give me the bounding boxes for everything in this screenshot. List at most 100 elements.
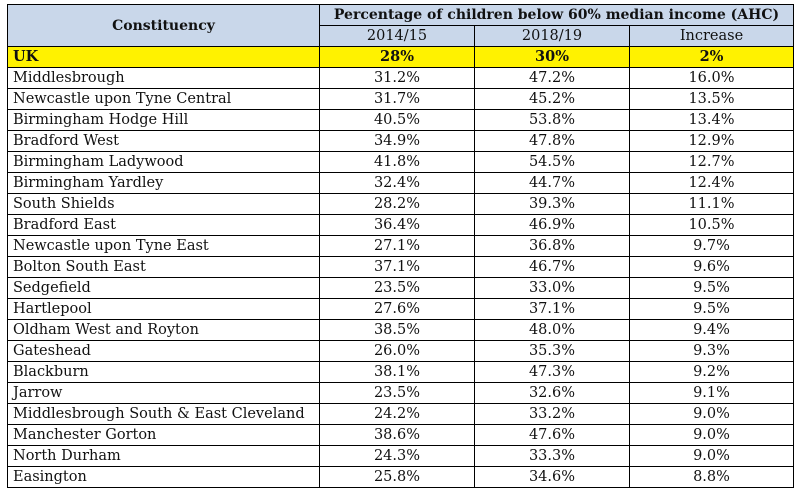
table-row: Birmingham Hodge Hill 40.5% 53.8% 13.4% bbox=[7, 109, 794, 131]
value-2014-cell: 36.4% bbox=[319, 214, 475, 236]
increase-cell: 13.4% bbox=[629, 109, 794, 131]
increase-cell: 9.4% bbox=[629, 319, 794, 341]
constituency-cell: Newcastle upon Tyne Central bbox=[7, 88, 320, 110]
increase-cell: 9.5% bbox=[629, 298, 794, 320]
value-2014-cell: 23.5% bbox=[319, 277, 475, 299]
table-header: Constituency Percentage of children belo… bbox=[7, 4, 794, 47]
uk-2018-cell: 30% bbox=[474, 46, 630, 68]
year-2014-header: 2014/15 bbox=[319, 25, 475, 47]
value-2014-cell: 32.4% bbox=[319, 172, 475, 194]
value-2018-cell: 37.1% bbox=[474, 298, 630, 320]
value-2018-cell: 45.2% bbox=[474, 88, 630, 110]
increase-cell: 9.0% bbox=[629, 445, 794, 467]
table-row: South Shields 28.2% 39.3% 11.1% bbox=[7, 193, 794, 215]
value-2014-cell: 38.1% bbox=[319, 361, 475, 383]
increase-cell: 12.4% bbox=[629, 172, 794, 194]
constituency-cell: Manchester Gorton bbox=[7, 424, 320, 446]
value-2014-cell: 27.6% bbox=[319, 298, 475, 320]
value-2018-cell: 32.6% bbox=[474, 382, 630, 404]
uk-2014-cell: 28% bbox=[319, 46, 475, 68]
increase-cell: 9.1% bbox=[629, 382, 794, 404]
value-2014-cell: 41.8% bbox=[319, 151, 475, 173]
increase-cell: 9.6% bbox=[629, 256, 794, 278]
table-row: Bolton South East 37.1% 46.7% 9.6% bbox=[7, 256, 794, 278]
value-2014-cell: 34.9% bbox=[319, 130, 475, 152]
value-2018-cell: 33.2% bbox=[474, 403, 630, 425]
constituency-cell: Bradford East bbox=[7, 214, 320, 236]
table-row: Hartlepool 27.6% 37.1% 9.5% bbox=[7, 298, 794, 320]
value-2018-cell: 36.8% bbox=[474, 235, 630, 257]
table-row: Newcastle upon Tyne East 27.1% 36.8% 9.7% bbox=[7, 235, 794, 257]
increase-cell: 10.5% bbox=[629, 214, 794, 236]
value-2014-cell: 38.6% bbox=[319, 424, 475, 446]
increase-cell: 9.0% bbox=[629, 403, 794, 425]
table-row: North Durham 24.3% 33.3% 9.0% bbox=[7, 445, 794, 467]
value-2018-cell: 35.3% bbox=[474, 340, 630, 362]
increase-cell: 8.8% bbox=[629, 466, 794, 488]
value-2014-cell: 25.8% bbox=[319, 466, 475, 488]
value-2018-cell: 33.3% bbox=[474, 445, 630, 467]
value-2014-cell: 40.5% bbox=[319, 109, 475, 131]
table-row: Oldham West and Royton 38.5% 48.0% 9.4% bbox=[7, 319, 794, 341]
constituency-cell: Bradford West bbox=[7, 130, 320, 152]
table-row: Newcastle upon Tyne Central 31.7% 45.2% 13.… bbox=[7, 88, 794, 110]
value-2018-cell: 53.8% bbox=[474, 109, 630, 131]
value-2014-cell: 31.2% bbox=[319, 67, 475, 89]
increase-cell: 9.3% bbox=[629, 340, 794, 362]
table-row: Middlesbrough South & East Cleveland 24.2… bbox=[7, 403, 794, 425]
table-row: Bradford West 34.9% 47.8% 12.9% bbox=[7, 130, 794, 152]
value-2018-cell: 47.8% bbox=[474, 130, 630, 152]
increase-header: Increase bbox=[629, 25, 794, 47]
uk-row: UK 28% 30% 2% bbox=[7, 46, 794, 68]
constituency-cell: Bolton South East bbox=[7, 256, 320, 278]
constituency-cell: Hartlepool bbox=[7, 298, 320, 320]
value-2014-cell: 26.0% bbox=[319, 340, 475, 362]
header-row-1: Constituency Percentage of children belo… bbox=[7, 4, 794, 47]
increase-cell: 9.0% bbox=[629, 424, 794, 446]
value-2018-cell: 34.6% bbox=[474, 466, 630, 488]
value-2014-cell: 24.3% bbox=[319, 445, 475, 467]
table-row: Middlesbrough 31.2% 47.2% 16.0% bbox=[7, 67, 794, 89]
value-2018-cell: 39.3% bbox=[474, 193, 630, 215]
value-2014-cell: 24.2% bbox=[319, 403, 475, 425]
value-2018-cell: 48.0% bbox=[474, 319, 630, 341]
value-2014-cell: 28.2% bbox=[319, 193, 475, 215]
value-2018-cell: 47.6% bbox=[474, 424, 630, 446]
increase-cell: 12.7% bbox=[629, 151, 794, 173]
table-row: Easington 25.8% 34.6% 8.8% bbox=[7, 466, 794, 488]
table-row: Jarrow 23.5% 32.6% 9.1% bbox=[7, 382, 794, 404]
constituency-cell: South Shields bbox=[7, 193, 320, 215]
value-2018-cell: 33.0% bbox=[474, 277, 630, 299]
increase-cell: 9.5% bbox=[629, 277, 794, 299]
table-body: UK 28% 30% 2% Middlesbrough 31.2% 47.2% 16.… bbox=[7, 46, 794, 488]
value-2014-cell: 23.5% bbox=[319, 382, 475, 404]
child-poverty-table: Constituency Percentage of children belo… bbox=[7, 4, 794, 488]
constituency-cell: Birmingham Ladywood bbox=[7, 151, 320, 173]
year-2018-header: 2018/19 bbox=[474, 25, 630, 47]
increase-cell: 16.0% bbox=[629, 67, 794, 89]
table-row: Blackburn 38.1% 47.3% 9.2% bbox=[7, 361, 794, 383]
table-row: Sedgefield 23.5% 33.0% 9.5% bbox=[7, 277, 794, 299]
value-2018-cell: 44.7% bbox=[474, 172, 630, 194]
constituency-cell: Gateshead bbox=[7, 340, 320, 362]
constituency-cell: Jarrow bbox=[7, 382, 320, 404]
table-row: Bradford East 36.4% 46.9% 10.5% bbox=[7, 214, 794, 236]
constituency-cell: Blackburn bbox=[7, 361, 320, 383]
value-2014-cell: 27.1% bbox=[319, 235, 475, 257]
value-2018-cell: 47.3% bbox=[474, 361, 630, 383]
value-2018-cell: 47.2% bbox=[474, 67, 630, 89]
constituency-cell: Birmingham Hodge Hill bbox=[7, 109, 320, 131]
constituency-cell: Middlesbrough South & East Cleveland bbox=[7, 403, 320, 425]
value-2014-cell: 37.1% bbox=[319, 256, 475, 278]
increase-cell: 12.9% bbox=[629, 130, 794, 152]
table-row: Manchester Gorton 38.6% 47.6% 9.0% bbox=[7, 424, 794, 446]
constituency-cell: Middlesbrough bbox=[7, 67, 320, 89]
constituency-cell: Newcastle upon Tyne East bbox=[7, 235, 320, 257]
constituency-cell: Birmingham Yardley bbox=[7, 172, 320, 194]
value-2018-cell: 46.7% bbox=[474, 256, 630, 278]
uk-name-cell: UK bbox=[7, 46, 320, 68]
header-row-2: 2014/15 2018/19 Increase bbox=[8, 25, 794, 47]
value-2014-cell: 38.5% bbox=[319, 319, 475, 341]
table-row: Birmingham Ladywood 41.8% 54.5% 12.7% bbox=[7, 151, 794, 173]
constituency-cell: North Durham bbox=[7, 445, 320, 467]
